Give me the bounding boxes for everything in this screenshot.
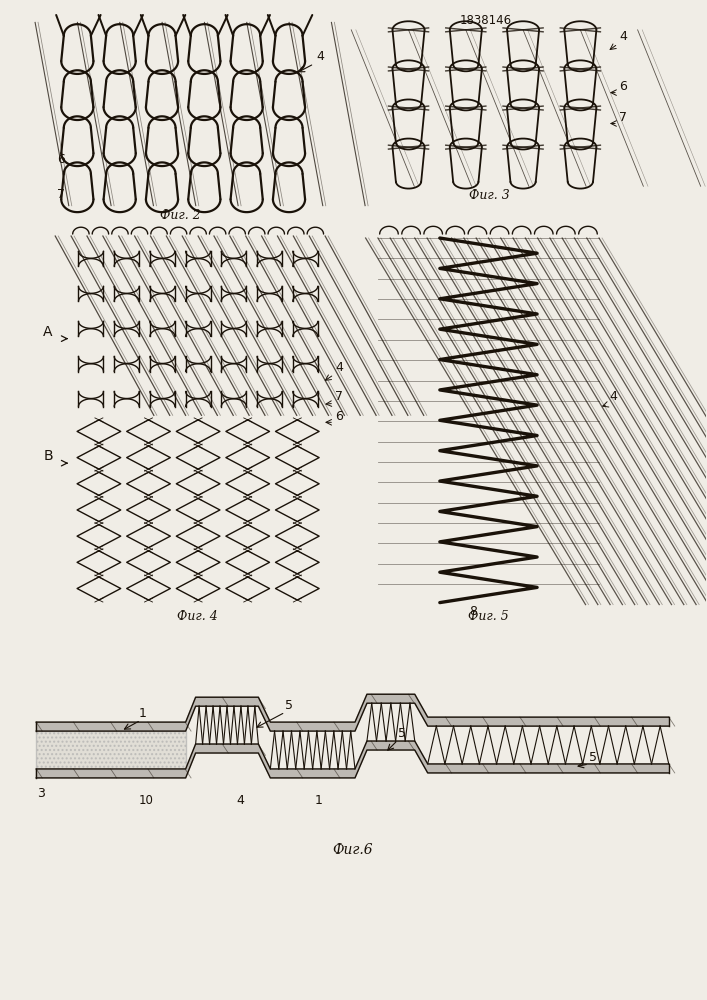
Text: 3: 3	[37, 787, 45, 800]
Text: 1: 1	[314, 794, 322, 807]
Text: Фиг. 4: Фиг. 4	[177, 610, 218, 623]
Text: Фиг. 3: Фиг. 3	[469, 189, 510, 202]
Text: 7: 7	[335, 390, 343, 403]
Text: B: B	[43, 449, 53, 463]
Polygon shape	[36, 731, 186, 769]
Text: 7: 7	[619, 111, 627, 124]
Text: Фиг. 5: Фиг. 5	[468, 610, 509, 623]
Text: 5: 5	[285, 699, 293, 712]
Text: 1: 1	[139, 707, 147, 720]
Text: 4: 4	[237, 794, 245, 807]
Text: 4: 4	[609, 390, 617, 403]
Text: Фиг.6: Фиг.6	[333, 843, 373, 857]
Text: Фиг. 2: Фиг. 2	[160, 209, 201, 222]
Text: 6: 6	[619, 80, 627, 93]
Text: 5: 5	[589, 751, 597, 764]
Text: 8: 8	[469, 605, 477, 618]
Text: 4: 4	[316, 50, 324, 63]
Text: A: A	[43, 325, 53, 339]
Polygon shape	[36, 741, 669, 778]
Text: 6: 6	[57, 153, 65, 166]
Text: 6: 6	[335, 410, 343, 423]
Text: 4: 4	[335, 361, 343, 374]
Polygon shape	[36, 694, 669, 731]
Text: 7: 7	[57, 188, 65, 201]
Text: 4: 4	[619, 30, 627, 43]
Text: 10: 10	[139, 794, 153, 807]
Text: 5: 5	[398, 727, 406, 740]
Text: 1838146: 1838146	[460, 14, 512, 27]
